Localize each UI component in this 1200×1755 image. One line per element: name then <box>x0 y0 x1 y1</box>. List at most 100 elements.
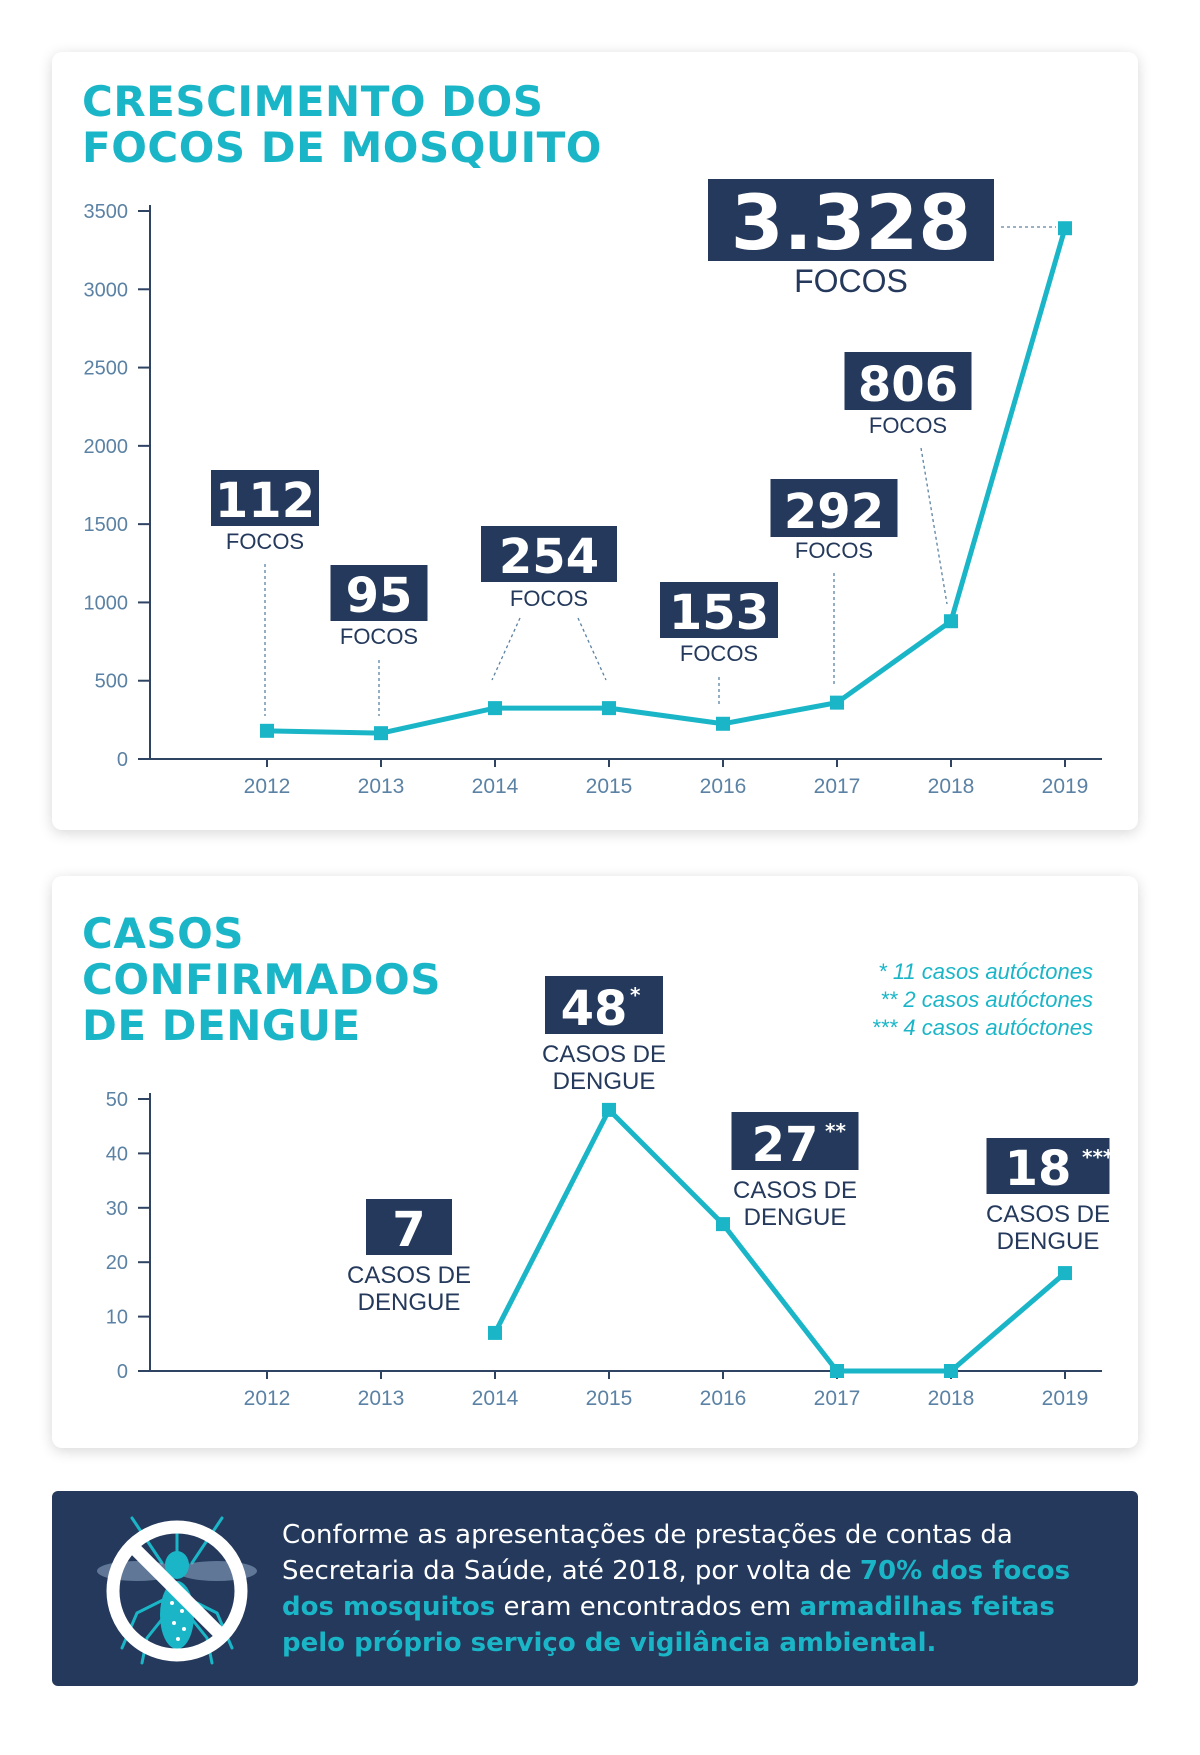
callout-unit: CASOS DE <box>542 1041 666 1068</box>
banner-highlight: 70% dos focos dos mosquitos <box>282 1556 1071 1622</box>
series-line <box>266 227 1068 736</box>
chart-card-dengue: CASOS CONFIRMADOS DE DENGUE * 11 casos a… <box>52 876 1138 1448</box>
data-point <box>830 695 844 710</box>
x-tick-label: 2013 <box>358 1387 405 1410</box>
callout-unit: FOCOS <box>510 586 588 611</box>
callout-value: 292 <box>784 484 884 540</box>
callout-unit: CASOS DE <box>733 1177 857 1204</box>
callout-unit: FOCOS <box>869 413 947 438</box>
x-tick-label: 2016 <box>700 1387 747 1410</box>
callout-box <box>330 565 428 621</box>
x-tick-label: 2015 <box>586 775 633 798</box>
callout-footnote-mark: *** <box>1082 1145 1114 1169</box>
y-tick-label: 500 <box>95 671 128 693</box>
callout-footnote-mark: * <box>630 983 641 1007</box>
data-point <box>488 1325 502 1340</box>
banner-text-part: Conforme as apresentações de prestações … <box>282 1520 1013 1586</box>
x-tick-label: 2014 <box>472 775 519 798</box>
chart-title-line: DE DENGUE <box>82 1001 361 1050</box>
chart-title-line: FOCOS DE MOSQUITO <box>82 123 603 172</box>
callout-value: 27 <box>752 1117 819 1173</box>
x-tick-label: 2014 <box>472 1387 519 1410</box>
series-line <box>492 1107 1067 1374</box>
x-tick-label: 2017 <box>814 775 861 798</box>
callout-unit: DENGUE <box>553 1068 656 1095</box>
data-point <box>716 716 730 731</box>
y-tick-label: 0 <box>117 1361 128 1383</box>
data-point <box>374 726 388 741</box>
callout-unit: FOCOS <box>226 529 304 554</box>
data-point <box>716 1217 730 1232</box>
data-point <box>944 1364 958 1378</box>
chart-title-line: CASOS <box>82 909 245 958</box>
x-tick-label: 2012 <box>244 775 291 798</box>
callout-unit: DENGUE <box>744 1204 847 1231</box>
callout-value: 806 <box>858 357 958 413</box>
callout-box <box>770 479 898 537</box>
banner-text: Conforme as apresentações de prestações … <box>282 1517 1112 1661</box>
y-tick-label: 50 <box>106 1089 128 1111</box>
y-tick-label: 0 <box>117 749 128 771</box>
data-point <box>1058 1266 1072 1281</box>
x-tick-label: 2017 <box>814 1387 861 1410</box>
x-tick-label: 2018 <box>928 775 975 798</box>
chart-title-line: CRESCIMENTO DOS <box>82 77 544 126</box>
callout-unit: CASOS DE <box>347 1262 471 1289</box>
callout-unit: FOCOS <box>680 641 758 666</box>
callout-box <box>660 582 778 638</box>
chart-footnotes: * 11 casos autóctones ** 2 casos autócto… <box>872 958 1093 1042</box>
chart-card-focos: CRESCIMENTO DOS FOCOS DE MOSQUITO 0 500 10… <box>52 52 1138 830</box>
callout-value: 18 <box>1005 1141 1072 1197</box>
dengue-line-chart: 0 10 20 30 40 50 2012 2013 2014 2015 2016 2017 2018 2… <box>106 976 1114 1410</box>
banner-text-part: eram encontrados em <box>495 1592 800 1622</box>
y-tick-label: 30 <box>106 1198 128 1220</box>
callout-box <box>844 352 972 410</box>
callout-value: 48 <box>561 981 628 1037</box>
chart-title-line: CONFIRMADOS <box>82 955 441 1004</box>
y-tick-label: 1500 <box>84 514 129 536</box>
callout-box <box>708 179 994 261</box>
data-point <box>260 723 274 738</box>
x-tick-label: 2015 <box>586 1387 633 1410</box>
callout-value: 7 <box>392 1202 425 1258</box>
data-point <box>488 701 502 716</box>
x-tick-label: 2013 <box>358 775 405 798</box>
callout-value: 95 <box>346 568 413 624</box>
callout-box <box>481 526 617 582</box>
y-tick-label: 2000 <box>84 436 129 458</box>
data-point <box>944 614 958 629</box>
x-tick-label: 2016 <box>700 775 747 798</box>
focos-line-chart: 0 500 1000 1500 2000 2500 3000 3500 2012 2013 2014… <box>84 178 1102 798</box>
callout-value: 3.328 <box>731 178 971 267</box>
callout-unit: CASOS DE <box>986 1201 1110 1228</box>
callout-box <box>366 1199 452 1255</box>
y-tick-label: 40 <box>106 1143 128 1165</box>
footnote: ** 2 casos autóctones <box>880 987 1093 1012</box>
banner-highlight: armadilhas feitas pelo próprio serviço d… <box>282 1592 1055 1658</box>
data-point <box>602 1102 616 1117</box>
callout-value: 153 <box>669 585 769 641</box>
x-tick-label: 2012 <box>244 1387 291 1410</box>
y-tick-label: 3500 <box>84 201 129 223</box>
callout-unit: FOCOS <box>340 624 418 649</box>
footnote: *** 4 casos autóctones <box>871 1015 1093 1040</box>
callout-footnote-mark: ** <box>825 1119 846 1143</box>
y-tick-label: 1000 <box>84 592 129 614</box>
y-tick-label: 2500 <box>84 358 129 380</box>
leader-line <box>491 617 521 681</box>
callout-unit: FOCOS <box>795 538 873 563</box>
leader-line <box>920 447 948 605</box>
info-banner: Conforme as apresentações de prestações … <box>52 1491 1138 1686</box>
leader-line <box>577 617 607 681</box>
data-point <box>830 1364 844 1378</box>
callout-value: 254 <box>499 529 599 585</box>
callout-unit: FOCOS <box>794 263 908 299</box>
callout-box <box>731 1112 859 1170</box>
data-point <box>1058 221 1072 236</box>
y-tick-label: 3000 <box>84 279 129 301</box>
footnote: * 11 casos autóctones <box>878 959 1093 984</box>
callout-value: 112 <box>215 473 315 529</box>
y-tick-label: 10 <box>106 1307 128 1329</box>
callout-unit: DENGUE <box>358 1289 461 1316</box>
no-mosquito-icon <box>97 1516 257 1665</box>
